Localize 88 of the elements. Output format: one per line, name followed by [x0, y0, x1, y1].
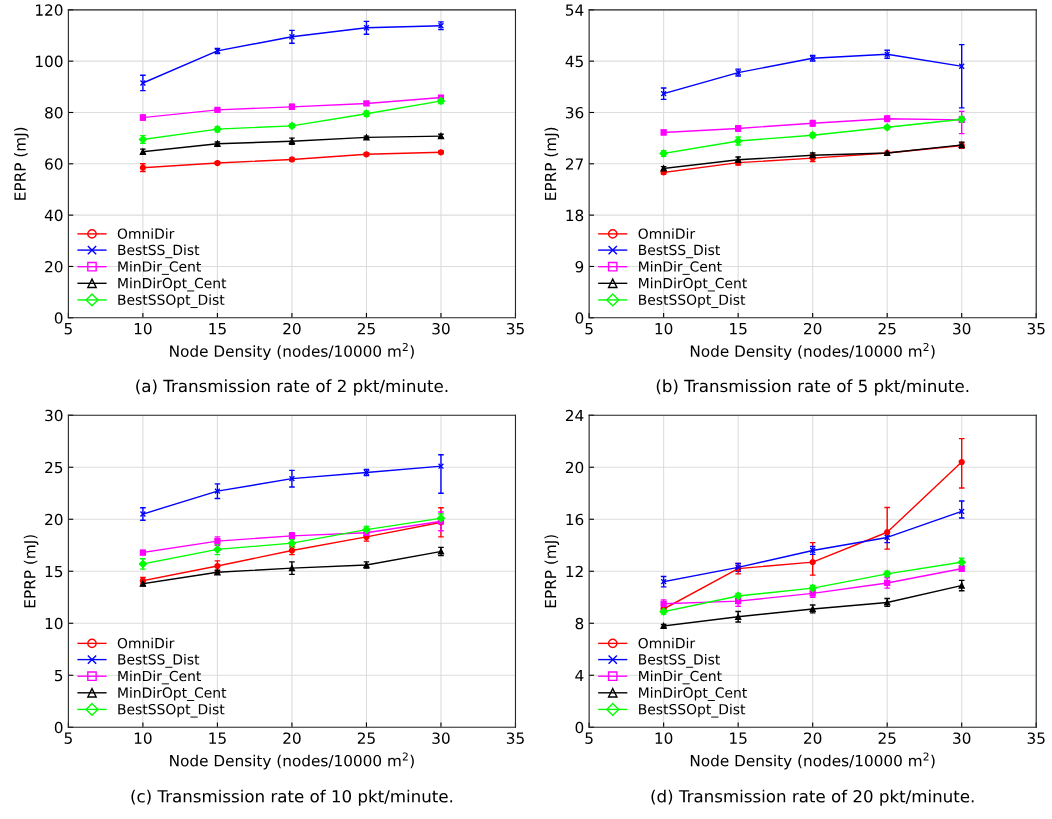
y-tick-label: 0 — [575, 721, 584, 734]
x-tick-label: 30 — [953, 322, 971, 335]
x-tick-label: 30 — [432, 732, 450, 744]
legend-label: MinDir_Cent — [118, 261, 201, 275]
legend-label: MinDirOpt_Cent — [118, 687, 227, 701]
x-tick-label: 25 — [357, 322, 375, 335]
y-tick-label: 9 — [575, 260, 584, 273]
y-tick-label: 20 — [45, 260, 63, 273]
x-tick-label: 15 — [730, 732, 747, 744]
y-tick-label: 54 — [566, 4, 584, 16]
x-tick-label: 5 — [585, 732, 593, 744]
x-tick-label: 10 — [134, 322, 152, 335]
x-tick-label: 25 — [357, 732, 375, 744]
legend-label: BestSS_Dist — [118, 244, 200, 259]
y-tick-label: 80 — [45, 106, 63, 119]
x-tick-label: 15 — [730, 323, 747, 335]
x-tick-label: 10 — [655, 732, 673, 744]
y-tick-label: 0 — [54, 721, 63, 734]
legend-label: MinDirOpt_Cent — [118, 277, 227, 292]
x-tick-label: 35 — [506, 732, 524, 744]
y-tick-label: 36 — [565, 106, 584, 119]
y-axis-title: EPRP (mJ) — [23, 535, 39, 608]
legend-label: BestSSOpt_Dist — [118, 294, 225, 309]
x-tick-label: 5 — [64, 323, 72, 335]
x-tick-label: 20 — [283, 732, 301, 744]
legend-label: OmniDir — [117, 637, 175, 649]
x-tick-label: 5 — [585, 323, 593, 335]
legend-label: OmniDir — [638, 637, 696, 649]
y-tick-label: 120 — [36, 4, 63, 16]
y-tick-label: 30 — [45, 409, 63, 422]
y-tick-label: 12 — [566, 565, 583, 578]
x-tick-label: 5 — [64, 732, 72, 744]
x-tick-label: 25 — [878, 322, 896, 335]
x-tick-label: 20 — [804, 322, 822, 335]
x-axis-title: Node Density (nodes/10000 m$^{2}$) — [170, 342, 414, 360]
x-tick-label: 20 — [804, 732, 822, 744]
legend-label: OmniDir — [638, 228, 696, 239]
y-tick-label: 8 — [575, 617, 584, 630]
y-tick-label: 60 — [45, 158, 63, 170]
y-tick-label: 20 — [565, 461, 584, 474]
y-tick-label: 16 — [566, 513, 584, 526]
legend-label: MinDir_Cent — [118, 670, 201, 685]
y-tick-label: 5 — [54, 669, 63, 682]
y-tick-label: 4 — [575, 669, 584, 682]
x-axis-title: Node Density (nodes/10000 m$^{2}$) — [690, 752, 935, 770]
text: (c) Transmission rate of 10 pkt/minute. — [131, 789, 453, 806]
y-tick-label: 0 — [54, 312, 63, 324]
legend-label: BestSSOpt_Dist — [118, 703, 225, 718]
legend-label: BestSSOpt_Dist — [639, 703, 746, 718]
y-tick-label: 100 — [36, 55, 63, 68]
y-tick-label: 25 — [45, 461, 63, 474]
text: (d) Transmission rate of 20 pkt/minute. — [651, 789, 974, 806]
x-tick-label: 10 — [655, 322, 673, 335]
y-tick-label: 10 — [45, 617, 63, 630]
legend-label: MinDir_Cent — [639, 670, 722, 685]
y-tick-label: 15 — [45, 565, 63, 578]
x-tick-label: 15 — [209, 323, 226, 335]
x-tick-label: 20 — [283, 322, 301, 335]
legend-label: BestSS_Dist — [639, 244, 720, 259]
y-axis-title: EPRP (mJ) — [544, 127, 560, 200]
y-axis-title: EPRP (mJ) — [14, 127, 29, 200]
text: (a) Transmission rate of 2 pkt/minute. — [136, 379, 448, 396]
x-tick-label: 35 — [1027, 732, 1045, 744]
x-tick-label: 30 — [432, 322, 450, 335]
legend-label: MinDirOpt_Cent — [639, 277, 747, 292]
x-axis-title: Node Density (nodes/10000 m$^{2}$) — [170, 752, 414, 770]
x-tick-label: 10 — [134, 732, 152, 744]
y-tick-label: 18 — [566, 209, 584, 222]
legend-label: OmniDir — [117, 228, 175, 239]
y-tick-label: 0 — [575, 312, 584, 324]
legend-label: BestSS_Dist — [118, 653, 200, 668]
y-axis-title: EPRP (mJ) — [544, 535, 560, 608]
x-tick-label: 35 — [506, 322, 524, 335]
x-axis-title: Node Density (nodes/10000 m$^{2}$) — [690, 342, 935, 360]
y-tick-label: 45 — [565, 55, 583, 68]
text: (b) Transmission rate of 5 pkt/minute. — [656, 379, 969, 396]
legend-label: MinDirOpt_Cent — [639, 687, 747, 701]
legend-label: BestSSOpt_Dist — [639, 294, 746, 309]
y-tick-label: 27 — [565, 158, 583, 170]
legend-label: MinDir_Cent — [639, 261, 722, 275]
y-tick-label: 24 — [565, 409, 584, 422]
x-tick-label: 30 — [953, 732, 971, 744]
x-tick-label: 15 — [209, 732, 226, 744]
y-tick-label: 20 — [45, 513, 63, 526]
x-tick-label: 25 — [878, 732, 896, 744]
legend-label: BestSS_Dist — [639, 653, 720, 668]
y-tick-label: 40 — [44, 209, 63, 222]
x-tick-label: 35 — [1027, 322, 1045, 335]
